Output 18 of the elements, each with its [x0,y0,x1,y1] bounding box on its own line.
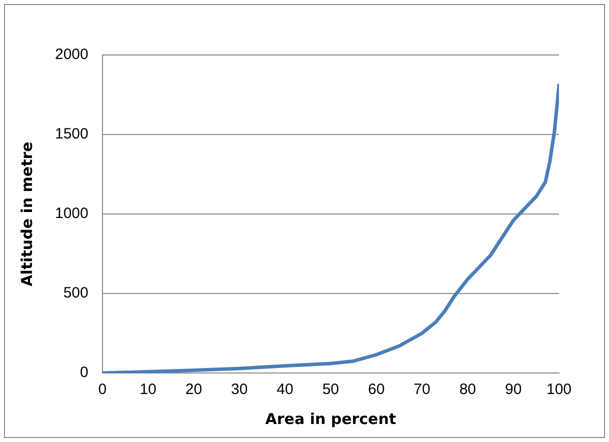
x-tick-label: 0 [98,381,107,398]
x-tick-label: 40 [276,381,294,398]
x-tick-label: 60 [368,381,385,398]
x-tick-label: 20 [185,381,202,398]
x-tick-label: 10 [140,381,156,398]
x-tick-label: 100 [546,381,572,398]
x-tick-label: 90 [504,381,522,398]
x-tick-label: 50 [322,381,340,398]
y-axis-title: Altitude in metre [18,142,36,286]
x-tick-label: 70 [414,381,430,398]
y-tick-label: 1500 [54,126,88,143]
y-tick-label: 1000 [54,205,88,222]
x-tick-label: 30 [231,381,248,398]
x-axis-title: Area in percent [265,410,396,428]
x-tick-label: 80 [459,381,476,398]
y-tick-label: 2000 [54,46,88,64]
y-tick-label: 500 [63,284,88,302]
y-tick-label: 0 [80,364,88,382]
